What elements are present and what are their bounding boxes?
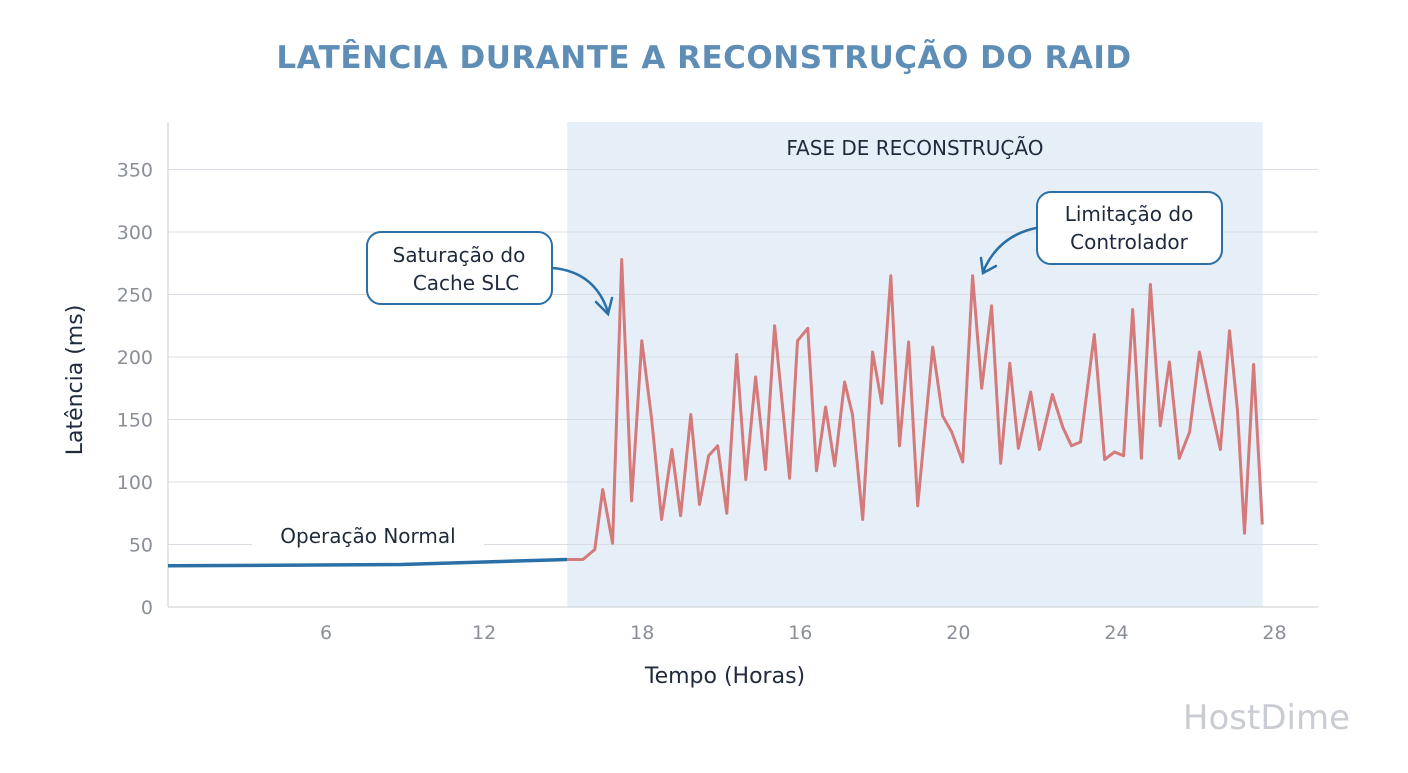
y-tick-label: 0 — [141, 597, 153, 619]
y-tick-label: 300 — [117, 222, 153, 244]
y-tick-label: 100 — [117, 472, 153, 494]
x-tick-label: 20 — [946, 622, 970, 644]
normal-operation-label: Operação Normal — [280, 524, 455, 548]
annotation-line: Controlador — [1070, 230, 1188, 254]
x-tick-label: 16 — [788, 622, 812, 644]
hostdime-watermark: HostDime — [1183, 698, 1350, 738]
y-tick-label: 350 — [117, 160, 153, 182]
annotation-line: Saturação do — [393, 243, 526, 267]
annotation-line: Limitação do — [1065, 202, 1194, 226]
x-axis-label: Tempo (Horas) — [644, 664, 805, 689]
chart-title: LATÊNCIA DURANTE A RECONSTRUÇÃO DO RAID — [276, 39, 1131, 76]
x-tick-label: 28 — [1262, 622, 1286, 644]
x-tick-label: 6 — [320, 622, 332, 644]
normal-operation-line — [168, 560, 567, 566]
y-tick-label: 150 — [117, 410, 153, 432]
annotation-line: Cache SLC — [413, 271, 519, 295]
rebuild-phase-label: FASE DE RECONSTRUÇÃO — [786, 136, 1043, 160]
y-axis-label: Latência (ms) — [63, 305, 88, 456]
x-tick-label: 18 — [630, 622, 654, 644]
y-tick-label: 200 — [117, 347, 153, 369]
x-tick-label: 24 — [1104, 622, 1128, 644]
y-tick-label: 250 — [117, 285, 153, 307]
y-tick-label: 50 — [129, 535, 153, 557]
x-tick-label: 12 — [472, 622, 496, 644]
